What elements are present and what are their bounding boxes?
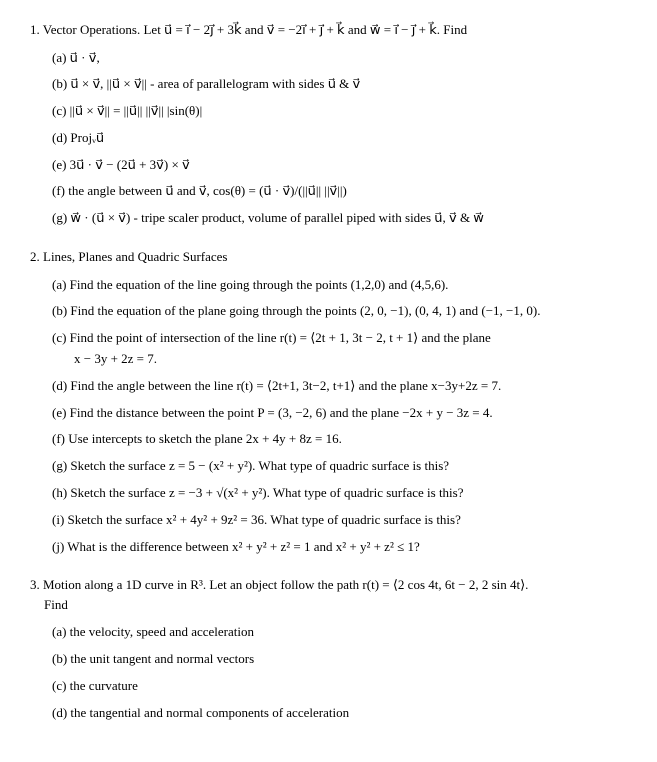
problem-3-intro2: Find (30, 595, 627, 615)
problem-3d: (d) the tangential and normal components… (52, 703, 627, 724)
problem-3a: (a) the velocity, speed and acceleration (52, 622, 627, 643)
problem-1g: (g) w⃗ · (u⃗ × v⃗) - tripe scaler produc… (52, 208, 627, 229)
problem-2j: (j) What is the difference between x² + … (52, 537, 627, 558)
problem-1b: (b) u⃗ × v⃗, ||u⃗ × v⃗|| - area of paral… (52, 74, 627, 95)
problem-1e: (e) 3u⃗ · v⃗ − (2u⃗ + 3v⃗) × v⃗ (52, 155, 627, 176)
problem-1f: (f) the angle between u⃗ and v⃗, cos(θ) … (52, 181, 627, 202)
problem-2e: (e) Find the distance between the point … (52, 403, 627, 424)
problem-1: 1. Vector Operations. Let u⃗ = i⃗ − 2j⃗ … (30, 20, 627, 229)
problem-2d: (d) Find the angle between the line r(t)… (52, 376, 627, 397)
problem-2b: (b) Find the equation of the plane going… (52, 301, 627, 322)
problem-2f: (f) Use intercepts to sketch the plane 2… (52, 429, 627, 450)
problem-2i: (i) Sketch the surface x² + 4y² + 9z² = … (52, 510, 627, 531)
problem-2c-line2: x − 3y + 2z = 7. (52, 349, 627, 370)
problem-3b: (b) the unit tangent and normal vectors (52, 649, 627, 670)
problem-3: 3. Motion along a 1D curve in R³. Let an… (30, 575, 627, 723)
problem-3-intro: 3. Motion along a 1D curve in R³. Let an… (30, 577, 528, 592)
problem-2: 2. Lines, Planes and Quadric Surfaces (a… (30, 247, 627, 557)
problem-1c: (c) ||u⃗ × v⃗|| = ||u⃗|| ||v⃗|| |sin(θ)| (52, 101, 627, 122)
problem-2g: (g) Sketch the surface z = 5 − (x² + y²)… (52, 456, 627, 477)
problem-1a: (a) u⃗ · v⃗, (52, 48, 627, 69)
problem-2-intro: 2. Lines, Planes and Quadric Surfaces (30, 249, 227, 264)
problem-2c: (c) Find the point of intersection of th… (52, 328, 627, 370)
problem-2c-line1: (c) Find the point of intersection of th… (52, 330, 491, 345)
problem-3c: (c) the curvature (52, 676, 627, 697)
problem-1d: (d) Projᵥu⃗ (52, 128, 627, 149)
problem-2a: (a) Find the equation of the line going … (52, 275, 627, 296)
problem-2h: (h) Sketch the surface z = −3 + √(x² + y… (52, 483, 627, 504)
problem-1-intro: 1. Vector Operations. Let u⃗ = i⃗ − 2j⃗ … (30, 22, 467, 37)
